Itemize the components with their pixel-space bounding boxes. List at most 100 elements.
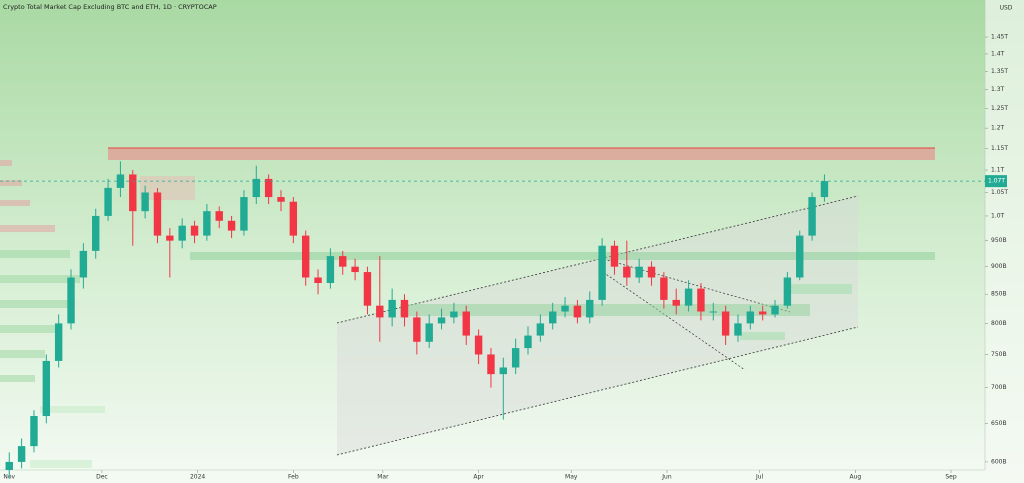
candle-body	[141, 192, 149, 212]
candle-body	[339, 256, 347, 267]
y-tick-label: 600B	[991, 458, 1007, 465]
chart-title: Crypto Total Market Cap Excluding BTC an…	[3, 3, 217, 11]
candle-body	[42, 360, 51, 417]
candle-body	[264, 178, 273, 198]
profile-bar	[0, 325, 60, 333]
y-tick-label: 700B	[991, 384, 1007, 391]
candle-body	[252, 178, 260, 198]
candle-body	[746, 311, 755, 324]
y-tick-label: 1.0T	[991, 212, 1005, 219]
candle-body	[808, 197, 816, 236]
candle-body	[314, 277, 322, 284]
candle-body	[388, 299, 396, 318]
candle-body	[129, 174, 137, 212]
candle-body	[635, 266, 643, 278]
candle-body	[30, 416, 38, 447]
x-tick-label: Aug	[849, 474, 861, 481]
y-tick-label: 750B	[991, 351, 1007, 358]
candle-body	[586, 299, 594, 318]
candle-body	[351, 266, 359, 273]
last-price-box	[985, 175, 1007, 188]
y-tick-label: 950B	[991, 237, 1007, 244]
y-tick-label: 1.35T	[991, 68, 1008, 75]
candle-body	[54, 323, 63, 361]
supply-zone	[140, 176, 195, 200]
candle-body	[203, 211, 211, 236]
profile-bar	[0, 300, 75, 308]
profile-bar	[0, 160, 12, 166]
candle-body	[511, 348, 520, 368]
profile-bar	[0, 375, 35, 382]
candle-body	[561, 305, 569, 312]
y-tick-label: 650B	[991, 420, 1007, 427]
support-zone	[790, 284, 852, 294]
y-tick-label: 850B	[991, 291, 1007, 298]
y-tick-label: 1.2T	[991, 125, 1005, 132]
candle-body	[178, 225, 186, 241]
candle-body	[820, 181, 829, 198]
candle-body	[301, 235, 310, 278]
candle-body	[400, 299, 409, 318]
candle-body	[734, 323, 742, 336]
x-tick-label: 2024	[190, 474, 205, 481]
candle-body	[17, 446, 26, 462]
candle-body	[326, 256, 335, 284]
y-tick-label: 1.3T	[991, 86, 1005, 93]
candle-body	[190, 225, 199, 236]
candle-body	[598, 245, 606, 300]
candle-body	[610, 245, 619, 267]
x-tick-label: Mar	[377, 474, 389, 481]
x-tick-label: Feb	[288, 474, 299, 481]
wedge-line	[599, 269, 746, 371]
resistance-zone	[108, 148, 935, 160]
y-tick-label: 1.05T	[991, 189, 1008, 196]
candle-body	[474, 335, 483, 355]
candle-body	[79, 250, 88, 278]
candle-body	[462, 311, 470, 336]
candle-body	[289, 201, 298, 236]
candle-body	[647, 266, 656, 278]
x-tick-label: Jul	[755, 474, 764, 481]
candle-body	[697, 288, 705, 312]
candle-body	[277, 197, 285, 202]
candle-body	[487, 354, 495, 375]
y-tick-label: 1.1T	[991, 167, 1005, 174]
candle-body	[536, 323, 545, 336]
candle-body	[672, 299, 680, 306]
candle-body	[623, 266, 631, 278]
candle-body	[240, 197, 248, 231]
candle-body	[573, 305, 582, 318]
candle-body	[67, 277, 75, 324]
candle-body	[660, 277, 668, 300]
candle-body	[425, 323, 433, 342]
candle-body	[92, 215, 100, 251]
candle-body	[549, 311, 557, 324]
profile-bar	[0, 275, 80, 283]
candle-body	[524, 335, 532, 349]
candle-body	[783, 277, 792, 306]
support-zone	[190, 252, 935, 260]
y-tick-label: 900B	[991, 263, 1007, 270]
profile-bar	[0, 225, 55, 232]
currency-label: USD	[1000, 5, 1013, 12]
x-tick-label: Sep	[945, 474, 957, 481]
candle-body	[363, 272, 372, 306]
last-price-label: 1.07T	[988, 178, 1005, 185]
x-tick-label: Dec	[96, 474, 108, 481]
channel-lower-line	[336, 326, 859, 456]
volume-profile	[0, 160, 105, 468]
profile-bar	[0, 250, 70, 258]
support-zone	[400, 304, 810, 316]
candle-body	[709, 311, 717, 313]
candle-body	[437, 317, 446, 324]
profile-bar	[30, 460, 92, 468]
profile-bar	[40, 406, 105, 413]
candle-body	[153, 192, 162, 236]
candle-body	[721, 311, 730, 336]
x-tick-label: May	[565, 474, 578, 481]
wedge-line	[599, 257, 791, 313]
y-tick-label: 1.45T	[991, 34, 1008, 41]
y-tick-label: 800B	[991, 320, 1007, 327]
